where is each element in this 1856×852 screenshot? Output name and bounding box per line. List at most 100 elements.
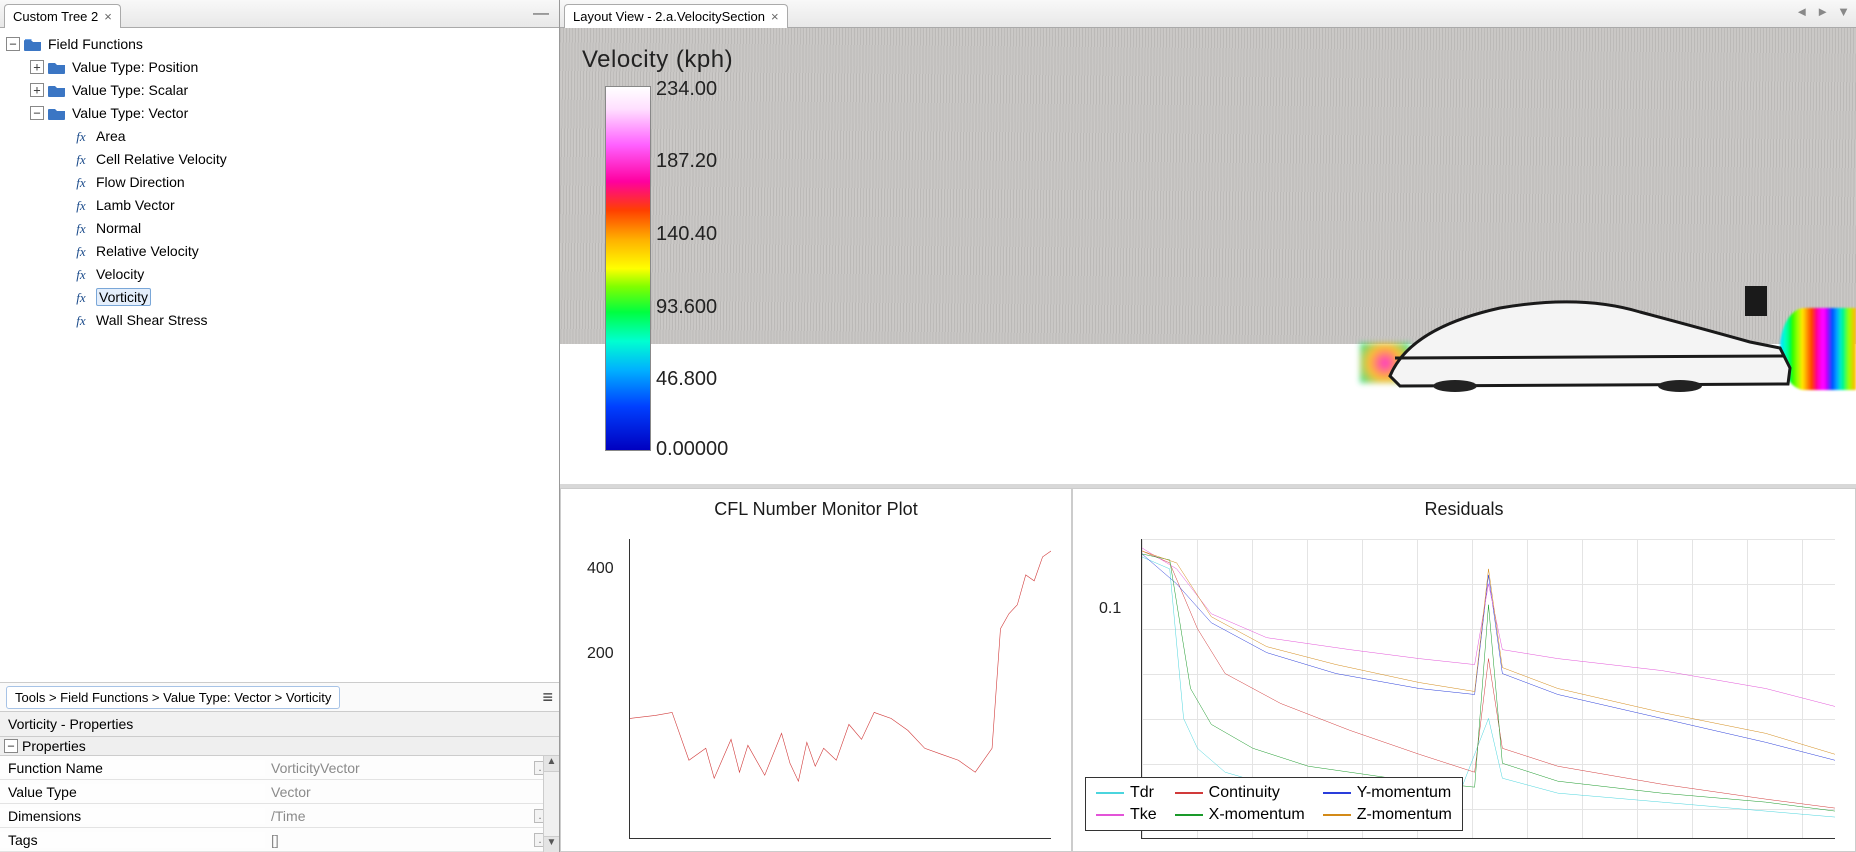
minimize-icon[interactable]: — — [527, 5, 555, 23]
tree-leaf-lamb-vector[interactable]: fx Lamb Vector — [2, 193, 557, 216]
expand-icon[interactable]: + — [30, 83, 44, 97]
legend-label: Y-momentum — [1357, 784, 1452, 802]
tree-label: Value Type: Position — [72, 59, 198, 75]
collapse-icon[interactable]: − — [6, 37, 20, 51]
collapse-icon[interactable]: − — [30, 106, 44, 120]
function-icon: fx — [72, 175, 90, 189]
bar-label: 46.800 — [656, 368, 717, 391]
next-icon[interactable]: ► — [1816, 4, 1829, 19]
prop-value: /Time — [271, 808, 305, 824]
prop-value: Vector — [271, 784, 311, 800]
tree-leaf-normal[interactable]: fxNormal — [2, 216, 557, 239]
function-icon: fx — [72, 313, 90, 327]
expand-icon[interactable]: + — [30, 60, 44, 74]
function-icon: fx — [72, 198, 90, 212]
prop-row-tags[interactable]: Tags []… — [0, 828, 559, 852]
folder-icon — [48, 60, 66, 74]
function-icon: fx — [72, 129, 90, 143]
close-icon[interactable]: × — [771, 9, 779, 24]
color-bar — [605, 86, 651, 451]
folder-icon — [48, 106, 66, 120]
tree-leaf-cell-relative-velocity[interactable]: fxCell Relative Velocity — [2, 147, 557, 170]
legend-item-continuity: Continuity — [1175, 784, 1305, 802]
menu-icon[interactable]: ≡ — [542, 687, 553, 708]
scrollbar[interactable]: ▲ ▼ — [543, 756, 559, 852]
legend-item-xmom: X-momentum — [1175, 806, 1305, 824]
legend-label: Z-momentum — [1357, 806, 1452, 824]
residuals-chart[interactable]: Residuals 0.1 Tdr Continuity Y-momentum … — [1072, 488, 1856, 852]
tree-leaf-velocity[interactable]: fxVelocity — [2, 262, 557, 285]
legend-label: Tke — [1130, 806, 1157, 824]
tree-label: Lamb Vector — [96, 197, 175, 213]
scroll-down-icon[interactable]: ▼ — [544, 836, 559, 852]
folder-icon — [48, 83, 66, 97]
tree-leaf-relative-velocity[interactable]: fx Relative Velocity — [2, 239, 557, 262]
properties-table: Function Name VorticityVector… Value Typ… — [0, 756, 559, 852]
chart-title: CFL Number Monitor Plot — [561, 489, 1071, 520]
tree-label: Cell Relative Velocity — [96, 151, 227, 167]
tree-label: Velocity — [96, 266, 144, 282]
tab-layout-view[interactable]: Layout View - 2.a.VelocitySection × — [564, 4, 788, 28]
tab-label: Custom Tree 2 — [13, 9, 98, 24]
tree-label: Relative Velocity — [96, 243, 199, 259]
chart-title: Residuals — [1073, 489, 1855, 520]
bar-label: 140.40 — [656, 223, 717, 246]
legend-item-tke: Tke — [1096, 806, 1157, 824]
breadcrumb-row: Tools > Field Functions > Value Type: Ve… — [0, 682, 559, 712]
prop-value: VorticityVector — [271, 760, 360, 776]
prop-row-dimensions[interactable]: Dimensions /Time… — [0, 804, 559, 828]
scene-title: Velocity (kph) — [582, 46, 733, 74]
tree-leaf-wall-shear-stress[interactable]: fxWall Shear Stress — [2, 308, 557, 331]
tree-label: Field Functions — [48, 36, 143, 52]
tree-label: Vorticity — [96, 288, 151, 306]
tree-label: Flow Direction — [96, 174, 185, 190]
function-icon: fx — [72, 244, 90, 258]
section-label: Properties — [22, 738, 86, 754]
bar-label: 93.600 — [656, 296, 717, 319]
properties-section-header[interactable]: − Properties — [0, 737, 559, 756]
prop-row-function-name[interactable]: Function Name VorticityVector… — [0, 756, 559, 780]
legend-label: Continuity — [1209, 784, 1280, 802]
folder-icon — [24, 37, 42, 51]
scroll-up-icon[interactable]: ▲ — [544, 756, 559, 772]
legend-item-ymom: Y-momentum — [1323, 784, 1452, 802]
left-pane: Custom Tree 2 × — − Field Functions + Va… — [0, 0, 560, 852]
tree-leaf-vorticity[interactable]: fx Vorticity — [2, 285, 557, 308]
car-silhouette — [1380, 298, 1800, 393]
tree-label: Area — [96, 128, 126, 144]
tree-view[interactable]: − Field Functions + Value Type: Position… — [0, 28, 559, 682]
left-tab-bar: Custom Tree 2 × — — [0, 0, 559, 28]
tree-leaf-area[interactable]: fx Area — [2, 124, 557, 147]
velocity-scene[interactable]: Velocity (kph) 234.00 187.20 140.40 93.6… — [560, 28, 1856, 488]
legend-label: Tdr — [1130, 784, 1154, 802]
tree-leaf-flow-direction[interactable]: fx Flow Direction — [2, 170, 557, 193]
tree-node-vector[interactable]: − Value Type: Vector — [2, 101, 557, 124]
tab-label: Layout View - 2.a.VelocitySection — [573, 9, 765, 24]
tab-custom-tree[interactable]: Custom Tree 2 × — [4, 4, 121, 28]
ytick: 0.1 — [1099, 600, 1121, 618]
chart-axes — [629, 539, 1051, 839]
function-icon: fx — [72, 290, 90, 304]
prop-key: Function Name — [0, 760, 265, 776]
charts-row: CFL Number Monitor Plot 400 200 Residual… — [560, 488, 1856, 852]
bar-label: 187.20 — [656, 150, 717, 173]
tab-nav: ◄ ► ▼ — [1795, 4, 1850, 19]
tree-node-position[interactable]: + Value Type: Position — [2, 55, 557, 78]
prop-row-value-type[interactable]: Value Type Vector▾ — [0, 780, 559, 804]
legend: Tdr Continuity Y-momentum Tke X-momentum… — [1085, 777, 1463, 831]
prop-key: Value Type — [0, 784, 265, 800]
prop-key: Tags — [0, 832, 265, 848]
bar-label: 0.00000 — [656, 438, 728, 461]
close-icon[interactable]: × — [104, 9, 112, 24]
function-icon: fx — [72, 221, 90, 235]
legend-item-zmom: Z-momentum — [1323, 806, 1452, 824]
properties-title: Vorticity - Properties — [0, 712, 559, 737]
cfl-chart[interactable]: CFL Number Monitor Plot 400 200 — [560, 488, 1072, 852]
dropdown-icon[interactable]: ▼ — [1837, 4, 1850, 19]
breadcrumb[interactable]: Tools > Field Functions > Value Type: Ve… — [6, 686, 340, 709]
collapse-icon[interactable]: − — [4, 739, 18, 753]
tree-root[interactable]: − Field Functions — [2, 32, 557, 55]
tree-label: Value Type: Vector — [72, 105, 188, 121]
prev-icon[interactable]: ◄ — [1795, 4, 1808, 19]
tree-node-scalar[interactable]: + Value Type: Scalar — [2, 78, 557, 101]
